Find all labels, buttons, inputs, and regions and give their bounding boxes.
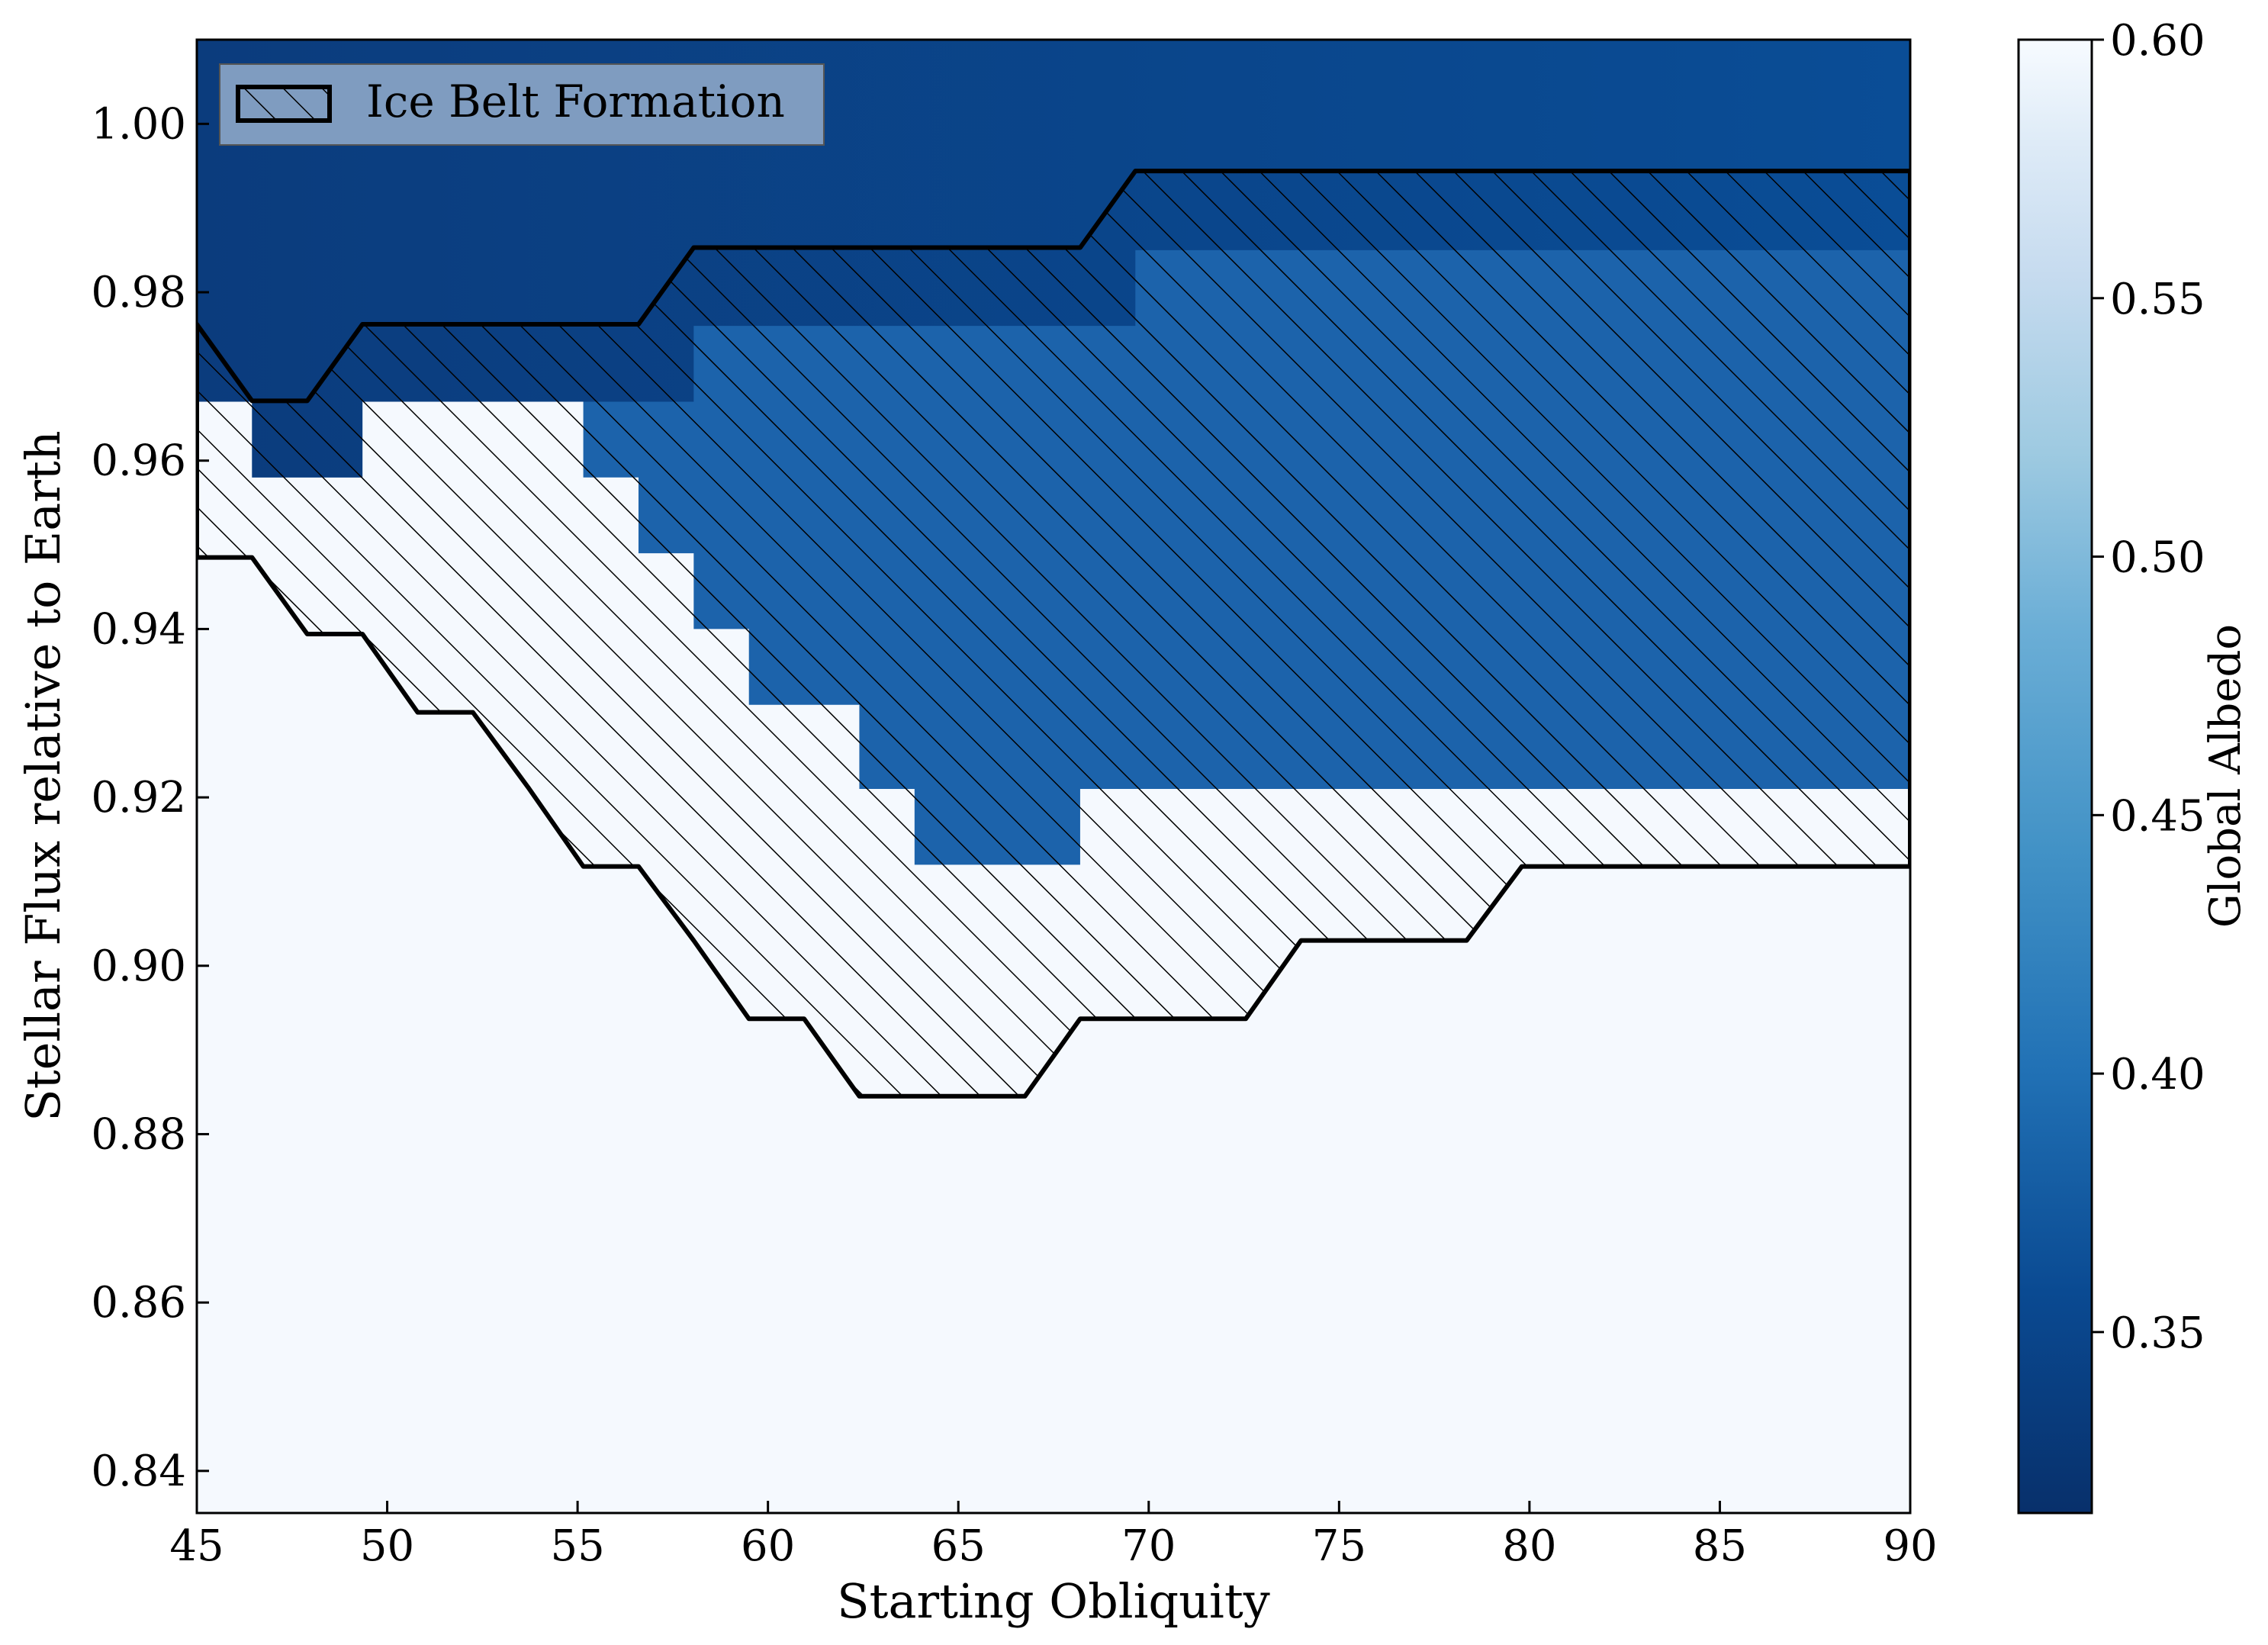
y-tick-label: 0.94 <box>91 604 186 654</box>
y-tick-label: 0.86 <box>91 1278 186 1328</box>
legend-label: Ice Belt Formation <box>366 76 785 127</box>
x-tick-label: 75 <box>1312 1521 1366 1571</box>
x-tick-label: 70 <box>1121 1521 1176 1571</box>
colorbar-label: Global Albedo <box>2201 624 2250 928</box>
colorbar-ticks: 0.35 0.40 0.45 0.50 0.55 0.60 <box>2092 16 2205 1358</box>
x-tick-label: 50 <box>360 1521 414 1571</box>
x-tick-label: 55 <box>550 1521 604 1571</box>
y-tick-label: 0.98 <box>91 268 186 317</box>
y-axis-label: Stellar Flux relative to Earth <box>15 430 71 1121</box>
y-tick-label: 1.00 <box>91 99 186 149</box>
x-axis-ticks: 45 50 55 60 65 70 75 80 85 90 <box>169 1501 1938 1571</box>
x-tick-label: 60 <box>741 1521 795 1571</box>
legend-swatch-hatch <box>238 87 330 121</box>
colorbar-tick-label: 0.40 <box>2110 1050 2205 1099</box>
y-tick-label: 0.88 <box>91 1109 186 1159</box>
x-tick-label: 90 <box>1883 1521 1937 1571</box>
y-tick-label: 0.84 <box>91 1447 186 1496</box>
colorbar-tick-label: 0.55 <box>2110 275 2205 324</box>
colorbar-tick-label: 0.50 <box>2110 533 2205 583</box>
colorbar: 0.35 0.40 0.45 0.50 0.55 0.60 Global Albedo <box>2017 16 2250 1515</box>
y-tick-label: 0.92 <box>91 773 186 822</box>
x-tick-label: 85 <box>1693 1521 1747 1571</box>
y-tick-label: 0.96 <box>91 436 186 486</box>
plot-area <box>197 40 1910 1513</box>
x-axis-label: Starting Obliquity <box>837 1573 1270 1629</box>
x-tick-label: 80 <box>1502 1521 1556 1571</box>
colorbar-tick-label: 0.45 <box>2110 791 2205 841</box>
x-tick-label: 65 <box>931 1521 986 1571</box>
y-axis-ticks: 0.84 0.86 0.88 0.90 0.92 0.94 0.96 0.98 1.00 <box>91 99 209 1496</box>
colorbar-tick-label: 0.35 <box>2110 1309 2205 1358</box>
x-tick-label: 45 <box>169 1521 224 1571</box>
legend: Ice Belt Formation <box>219 63 825 146</box>
plot-frame <box>195 38 1912 1515</box>
colorbar-gradient-bar <box>2017 38 2093 1515</box>
colorbar-tick-label: 0.60 <box>2110 16 2205 66</box>
y-tick-label: 0.90 <box>91 942 186 991</box>
ice-belt-hatch <box>197 169 1910 1099</box>
